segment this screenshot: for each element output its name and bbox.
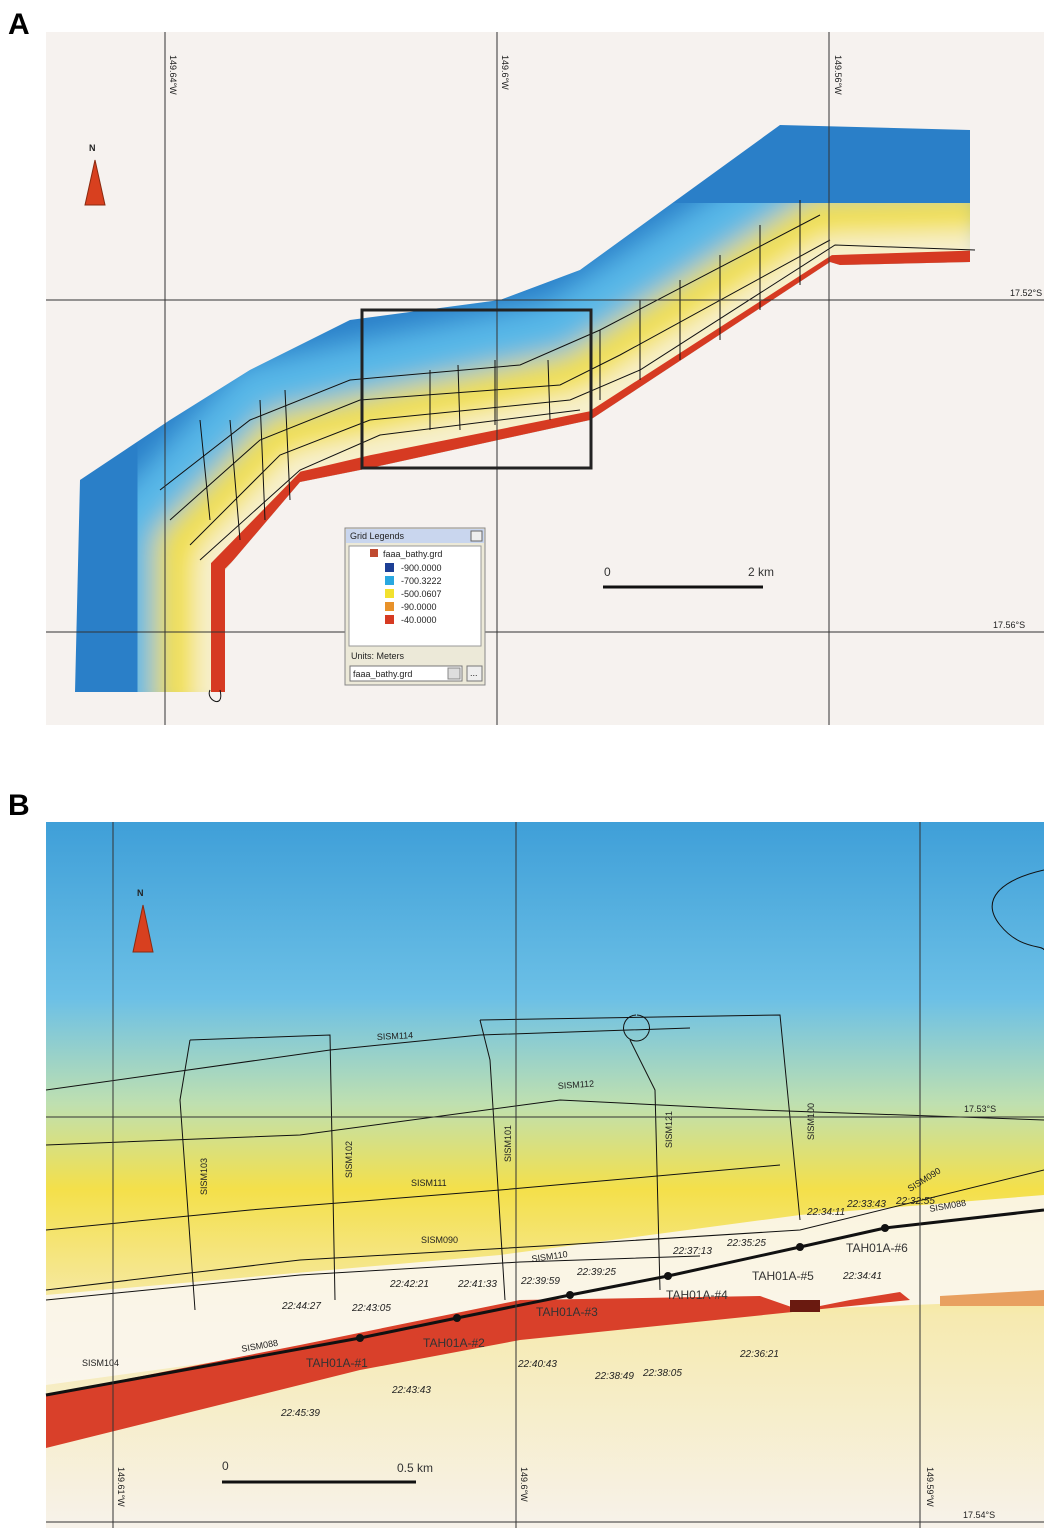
longitude-label: 149.56°W (833, 55, 843, 95)
longitude-label: 149.64°W (168, 55, 178, 95)
legend-swatch (385, 589, 394, 598)
track-label: SISM090 (421, 1235, 458, 1245)
legend-swatch (385, 602, 394, 611)
legend-value: -700.3222 (401, 576, 442, 586)
time-label: 22:45:39 (280, 1408, 320, 1419)
time-label: 22:36:21 (739, 1349, 779, 1360)
panel-label: A (8, 8, 30, 41)
time-label: 22:40:43 (517, 1359, 557, 1370)
time-label: 22:32:55 (895, 1196, 935, 1207)
north-label: N (89, 143, 96, 153)
track-label: SISM103 (199, 1158, 209, 1195)
time-label: 22:38:49 (594, 1371, 634, 1382)
scale-start: 0 (604, 565, 611, 579)
time-label: 22:34:41 (842, 1271, 882, 1282)
latitude-label: 17.56°S (993, 620, 1025, 630)
scale-end: 0.5 km (397, 1461, 433, 1475)
time-label: 22:43:43 (391, 1385, 431, 1396)
legend-value: -900.0000 (401, 563, 442, 573)
station-marker (664, 1272, 672, 1280)
track-label: SISM100 (806, 1103, 816, 1140)
station-label: TAH01A-#4 (666, 1288, 728, 1302)
time-label: 22:43:05 (351, 1303, 391, 1314)
latitude-label: 17.52°S (1010, 288, 1042, 298)
bathymetry-detail (46, 822, 1044, 1528)
close-button[interactable] (471, 531, 482, 541)
dropdown-text: faaa_bathy.grd (353, 669, 412, 679)
time-label: 22:39:25 (576, 1267, 616, 1278)
station-label: TAH01A-#1 (306, 1356, 368, 1370)
legend-swatch (385, 563, 394, 572)
track-label: SISM104 (82, 1358, 119, 1368)
track-label: SISM121 (664, 1111, 674, 1148)
longitude-label: 149.6°W (519, 1467, 529, 1502)
legend-value: -40.0000 (401, 615, 437, 625)
dropdown-arrow[interactable] (448, 668, 460, 679)
layer-icon (370, 549, 378, 557)
legend-layer: faaa_bathy.grd (383, 549, 442, 559)
time-label: 22:44:27 (281, 1301, 321, 1312)
time-label: 22:42:21 (389, 1279, 429, 1290)
panel-label: B (8, 789, 30, 822)
station-marker (356, 1334, 364, 1342)
scale-end: 2 km (748, 565, 774, 579)
legend-title: Grid Legends (350, 531, 405, 541)
station-label: TAH01A-#6 (846, 1241, 908, 1255)
north-label: N (137, 888, 144, 898)
legend-units: Units: Meters (351, 651, 405, 661)
time-label: 22:37:13 (672, 1246, 712, 1257)
time-label: 22:39:59 (520, 1276, 560, 1287)
longitude-label: 149.6°W (500, 55, 510, 90)
time-label: 22:35:25 (726, 1238, 766, 1249)
legend-swatch (385, 615, 394, 624)
browse-label: ... (470, 668, 478, 678)
scale-start: 0 (222, 1459, 229, 1473)
station-label: TAH01A-#5 (752, 1269, 814, 1283)
station-label: TAH01A-#2 (423, 1336, 485, 1350)
station-marker (453, 1314, 461, 1322)
legend-value: -90.0000 (401, 602, 437, 612)
track-label: SISM111 (411, 1178, 447, 1188)
track-label: SISM102 (344, 1141, 354, 1178)
track-label: SISM114 (377, 1030, 414, 1042)
latitude-label: 17.54°S (963, 1510, 995, 1520)
longitude-label: 149.61°W (116, 1467, 126, 1507)
station-marker (566, 1291, 574, 1299)
time-label: 22:38:05 (642, 1368, 682, 1379)
station-marker (881, 1224, 889, 1232)
latitude-label: 17.53°S (964, 1104, 996, 1114)
time-label: 22:34:11 (806, 1207, 845, 1218)
legend-swatch (385, 576, 394, 585)
legend-value: -500.0607 (401, 589, 442, 599)
track-label: SISM101 (503, 1125, 513, 1162)
station-marker (796, 1243, 804, 1251)
time-label: 22:41:33 (457, 1279, 497, 1290)
longitude-label: 149.59°W (925, 1467, 935, 1507)
time-label: 22:33:43 (846, 1199, 886, 1210)
figure: A N 149.64°W 149.6°W 149.56°W 17.52°S 17.56°S 0… (0, 0, 1044, 1528)
station-label: TAH01A-#3 (536, 1305, 598, 1319)
